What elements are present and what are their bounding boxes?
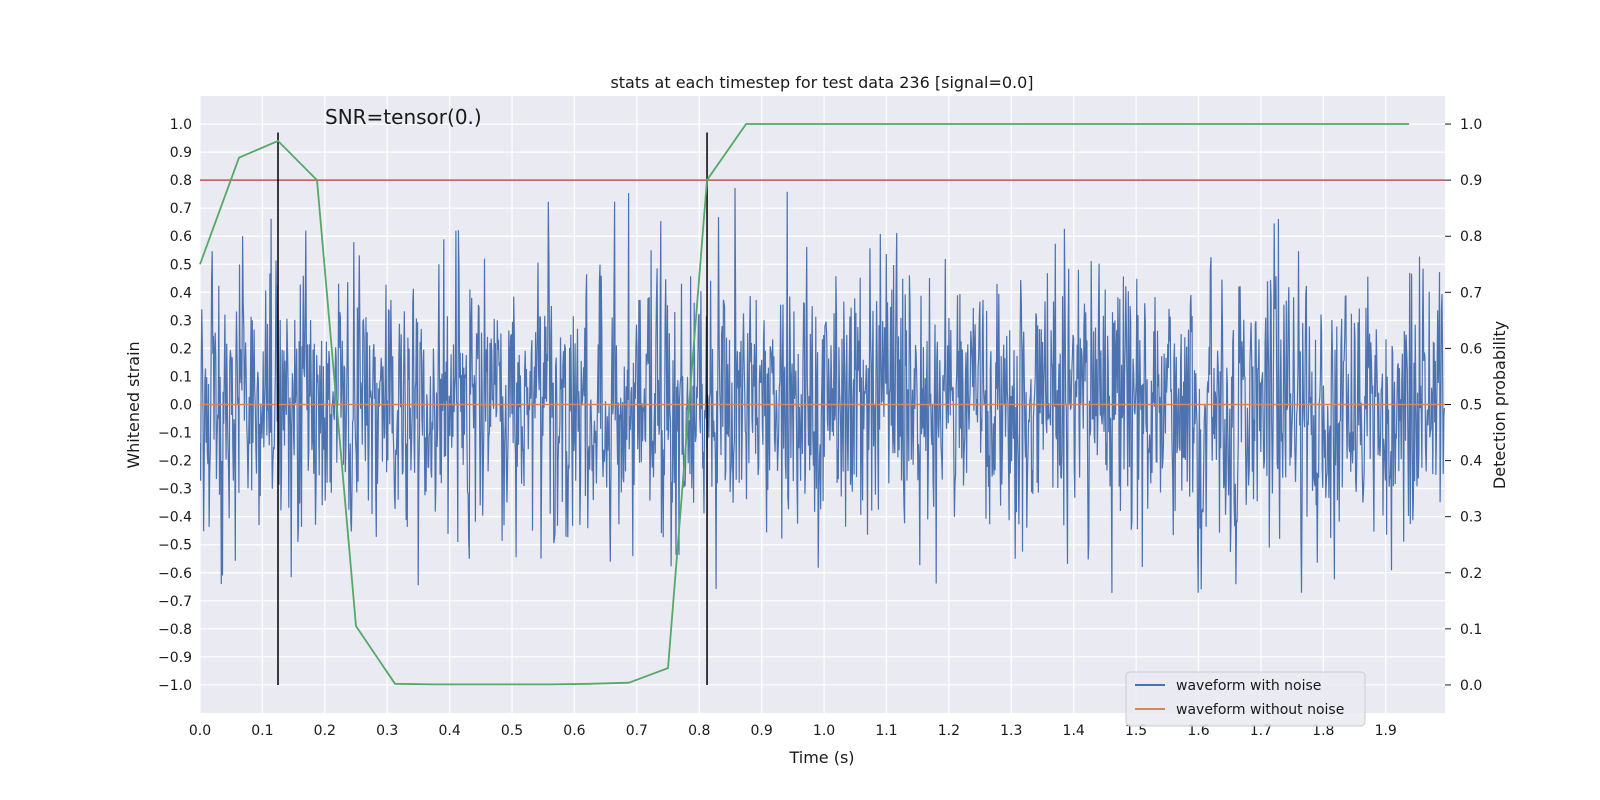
y-tick-label-right: 0.4 [1460, 454, 1482, 470]
y-tick-label-left: −0.6 [158, 566, 192, 582]
x-tick-label: 1.4 [1063, 723, 1085, 739]
x-tick-label: 1.2 [938, 723, 960, 739]
y-tick-label-right: 0.8 [1460, 229, 1482, 245]
x-tick-label: 1.9 [1375, 723, 1397, 739]
y-tick-label-left: −0.9 [158, 650, 192, 666]
x-tick-label: 0.2 [314, 723, 336, 739]
y-tick-label-left: −0.7 [158, 594, 192, 610]
y-axis-label-left: Whitened strain [124, 341, 143, 468]
y-tick-label-left: −0.8 [158, 622, 192, 638]
x-tick-label: 0.7 [626, 723, 648, 739]
ticks: 1.0 0.9 0.8 0.7 0.6 0.5 0.4 0.3 0.2 0.1 0.0 −0.1 −0.… [158, 117, 1482, 739]
x-tick-label: 0.6 [563, 723, 585, 739]
x-tick-label: 1.7 [1250, 723, 1272, 739]
legend: waveform with noise waveform without noi… [1125, 671, 1366, 727]
y-axis-label-right: Detection probability [1490, 321, 1509, 489]
y-tick-label-left: 0.4 [170, 285, 192, 301]
y-tick-label-right: 0.2 [1460, 566, 1482, 582]
x-tick-label: 1.3 [1000, 723, 1022, 739]
x-tick-label: 1.1 [875, 723, 897, 739]
x-tick-label: 1.0 [813, 723, 835, 739]
snr-annotation: SNR=tensor(0.) [325, 105, 482, 129]
x-tick-label: 0.0 [189, 723, 211, 739]
y-tick-label-right: 0.6 [1460, 341, 1482, 357]
y-tick-label-left: −0.1 [158, 426, 192, 442]
x-tick-label: 0.8 [688, 723, 710, 739]
series-detection-probability [199, 123, 1410, 686]
y-tick-label-left: 0.5 [170, 257, 192, 273]
y-tick-label-right: 1.0 [1460, 117, 1482, 133]
y-tick-label-left: −1.0 [158, 678, 192, 694]
y-tick-label-left: 0.7 [170, 201, 192, 217]
y-tick-label-right: 0.9 [1460, 173, 1482, 189]
x-tick-label: 1.5 [1125, 723, 1147, 739]
y-tick-label-left: −0.3 [158, 482, 192, 498]
y-tick-label-left: 0.3 [170, 313, 192, 329]
chart-title: stats at each timestep for test data 236… [610, 73, 1033, 92]
y-tick-label-left: −0.2 [158, 454, 192, 470]
y-tick-label-right: 0.3 [1460, 510, 1482, 526]
y-tick-label-left: −0.5 [158, 538, 192, 554]
series-waveform-with-noise [200, 187, 1445, 593]
legend-label-clean: waveform without noise [1176, 702, 1344, 718]
x-tick-label: 0.4 [438, 723, 460, 739]
y-tick-label-left: 0.8 [170, 173, 192, 189]
y-tick-label-right: 0.7 [1460, 285, 1482, 301]
y-tick-label-left: 0.1 [170, 369, 192, 385]
y-tick-label-left: 0.2 [170, 341, 192, 357]
y-tick-label-left: 1.0 [170, 117, 192, 133]
x-tick-label: 0.3 [376, 723, 398, 739]
x-tick-label: 0.9 [751, 723, 773, 739]
y-tick-label-left: −0.4 [158, 510, 192, 526]
x-tick-label: 1.6 [1187, 723, 1209, 739]
y-tick-label-left: 0.0 [170, 398, 192, 414]
legend-label-noise: waveform with noise [1176, 678, 1321, 694]
y-tick-label-right: 0.1 [1460, 622, 1482, 638]
y-tick-label-right: 0.0 [1460, 678, 1482, 694]
series-layer [199, 123, 1445, 686]
y-tick-label-left: 0.9 [170, 145, 192, 161]
x-axis-label: Time (s) [788, 748, 854, 767]
x-tick-label: 0.1 [251, 723, 273, 739]
y-tick-label-left: 0.6 [170, 229, 192, 245]
legend-box [1125, 671, 1366, 727]
x-tick-label: 1.8 [1312, 723, 1334, 739]
y-tick-label-right: 0.5 [1460, 398, 1482, 414]
x-tick-label: 0.5 [501, 723, 523, 739]
